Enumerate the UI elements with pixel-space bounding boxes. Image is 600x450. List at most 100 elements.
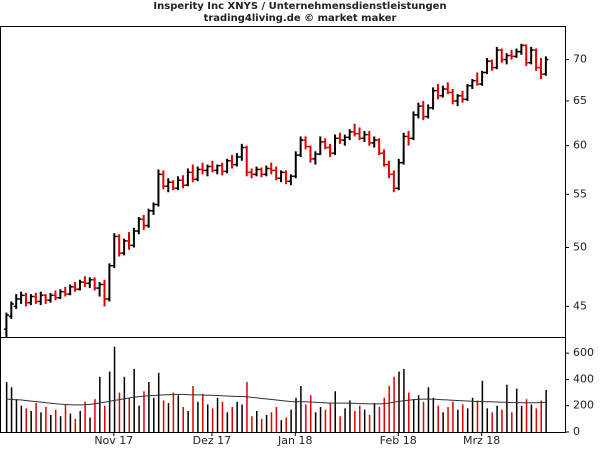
x-tick-label: Feb 18 [380,434,417,447]
volume-bar [305,404,307,432]
volume-bar [45,407,47,432]
volume-bar [329,403,332,432]
x-tick-label: Dez 17 [193,434,232,447]
y-tick-label: 65 [573,94,587,107]
volume-bar [211,408,214,432]
volume-bar [182,407,184,432]
volume-bar [275,407,278,432]
volume-bar [172,392,175,432]
volume-bar [123,376,126,432]
volume-bar [265,414,268,432]
volume-bar [167,403,170,432]
volume-bar [462,404,464,432]
volume-bar [15,399,18,432]
volume-bar [378,407,381,432]
volume-bar [530,404,533,432]
volume-bar [89,417,91,432]
volume-bar [491,412,493,432]
volume-bar [192,386,194,432]
volume-bar [319,407,322,432]
volume-bar [466,408,469,432]
volume-bar [74,418,77,432]
volume-bar [20,405,23,432]
volume-bar [457,409,459,432]
volume-average [5,393,546,406]
volume-bar [113,346,116,432]
volume-bar [452,401,454,432]
volume-bar [535,408,538,432]
volume-bar [339,416,341,432]
x-tick-label: Mrz 18 [463,434,500,447]
volume-bar [162,400,165,432]
y-tick-label: 70 [573,53,587,66]
volume-bar [246,382,248,432]
volume-bar [241,404,243,432]
volume-bar [280,420,283,432]
volume-bar [422,401,425,432]
volume-bar [118,392,121,432]
chart-subtitle: trading4living.de © market maker [204,13,397,24]
x-tick-label: Jan 18 [277,434,312,447]
y-tick-label: 200 [573,399,594,412]
volume-bar [25,408,28,432]
volume-bar [471,397,474,432]
volume-bar [285,417,287,432]
volume-bar [442,412,444,432]
volume-bar [359,405,361,432]
volume-bar [393,376,395,432]
volume-bar [69,413,72,432]
volume-bar [496,405,498,432]
volume-bar [35,403,37,432]
volume-bar [133,368,135,432]
volume-bar [10,387,13,432]
volume-bar [54,409,57,432]
volume-bar [187,410,189,432]
volume-bar [344,408,346,432]
y-tick-label: 600 [573,346,594,359]
volume-bar [373,403,376,432]
volume-bar [506,384,508,432]
volume-bar [236,401,238,432]
volume-bar [486,408,489,432]
volume-bar [216,397,219,432]
volume-bar [138,405,140,432]
volume-bar [388,386,390,432]
y-tick-label: 45 [573,299,587,312]
volume-bar [84,401,86,432]
volume-bar [226,412,229,432]
volume-bar [64,404,67,432]
volume-bar [260,418,263,432]
volume-bar [408,392,410,432]
volume-bar [476,400,479,432]
volume-bar [309,395,312,432]
volume-bar [354,410,356,432]
plot-frame [0,26,566,433]
x-tick-label: Nov 17 [94,434,133,447]
volume-bar [295,397,297,432]
volume-bar [511,412,513,432]
volume-bar [143,391,145,432]
volume-bar [290,409,292,432]
volume-bar [40,412,42,432]
volume-bar [30,410,32,432]
volume-bar [128,397,131,432]
volume-bar [447,407,449,432]
volume-bar [501,409,503,432]
volume-bar [99,376,101,432]
volume-bar [417,395,420,432]
volume-bar [177,395,180,432]
volume-bar [157,372,160,432]
volume-bar [256,410,258,432]
volume-bar [432,397,435,432]
volume-bar [270,412,273,432]
volume-bar [412,399,415,432]
volume-bar [197,401,199,432]
volume-bar [221,401,224,432]
volume-bar [50,414,52,432]
volume-bar [540,400,542,432]
volume-bar [349,400,351,432]
volume-bar [437,405,439,432]
volume-bar [481,380,484,432]
volume-bar [515,388,518,432]
